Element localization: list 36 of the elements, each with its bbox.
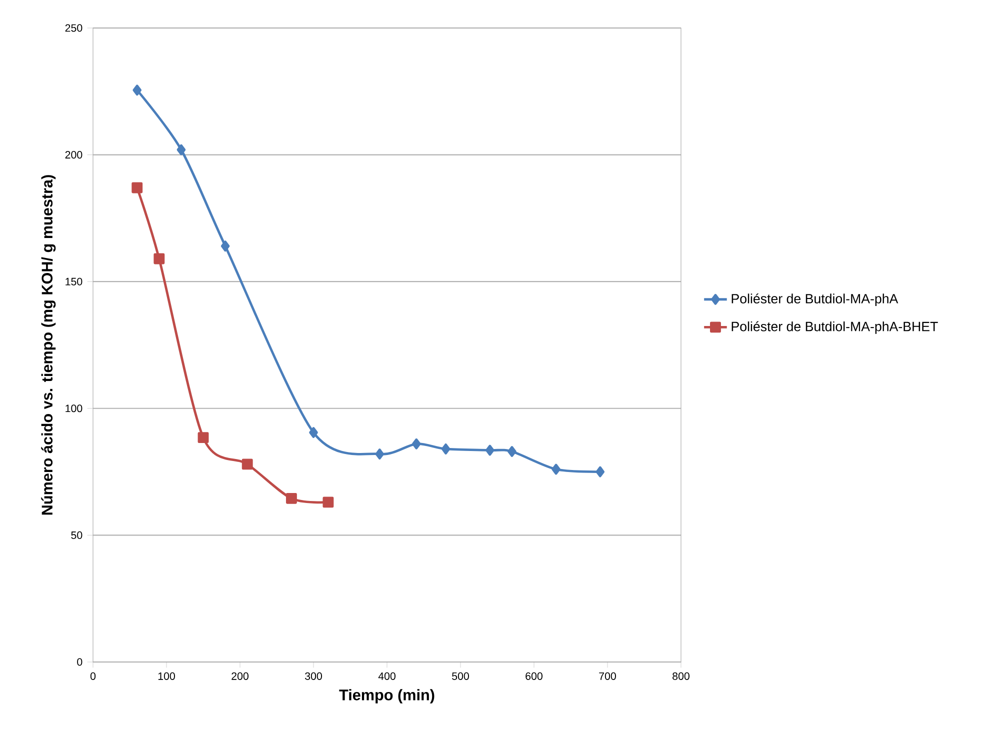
x-tick-label: 0 [90,672,96,680]
x-tick-label: 500 [452,672,469,680]
point [596,466,605,478]
point [154,253,165,264]
point [441,444,450,454]
point [286,492,297,504]
y-tick-label: 0 [77,658,82,666]
y-tick-label: 200 [65,151,82,159]
x-tick-label: 700 [599,672,616,680]
x-axis-title: Tiempo (min) [339,689,434,704]
x-tick-label: 300 [305,672,322,680]
y-tick-label: 50 [71,531,82,539]
point [375,448,384,460]
point [309,427,318,438]
point [132,182,143,194]
x-tick-label: 200 [232,672,248,680]
legend-label: Poliéster de Butdiol-MA-phA [732,293,898,306]
point [412,438,421,450]
point [552,464,560,475]
x-tick-label: 100 [158,672,175,680]
point [198,432,209,444]
point [220,240,230,252]
y-tick-label: 250 [65,24,82,32]
point [322,496,334,508]
point [485,444,494,456]
point [508,446,516,457]
point [176,144,186,156]
x-tick-label: 400 [378,672,396,680]
x-tick-label: 600 [526,672,542,680]
y-tick-label: 100 [66,404,82,412]
y-tick-label: 150 [66,278,82,286]
point [132,84,142,96]
y-axis-title: Número ácido vs. tiempo (mg KOH/ g muestra) [41,175,56,515]
legend-label: Poliéster de Butdiol-MA-phA-BHET [732,321,938,334]
x-tick-label: 800 [672,672,690,680]
point [242,458,253,470]
